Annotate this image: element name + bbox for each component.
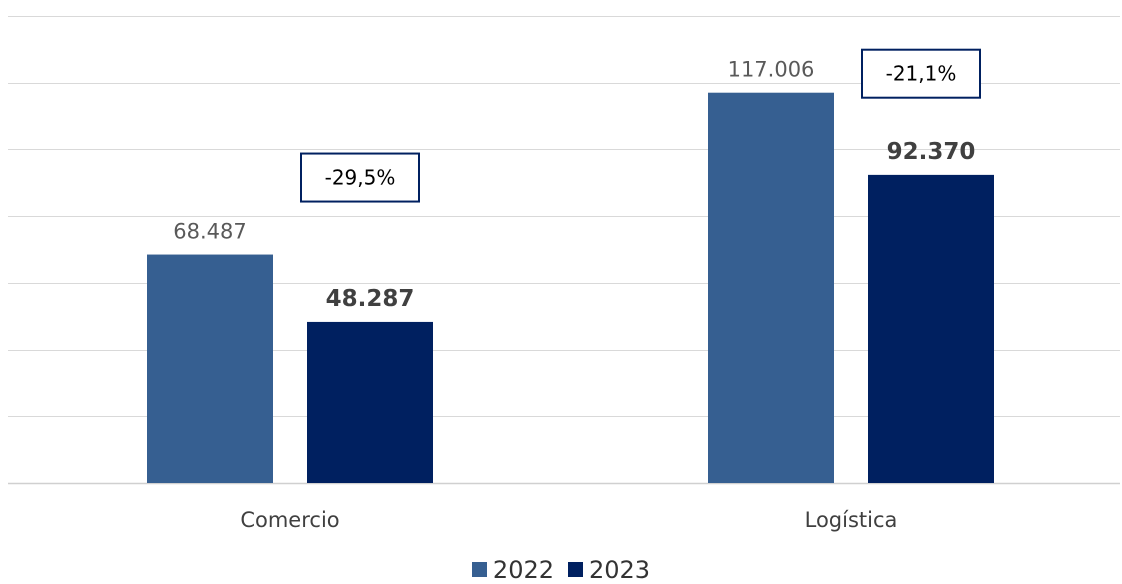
change-annotation-0: -29,5%	[300, 152, 420, 203]
legend-item-2022: 2022	[471, 555, 554, 584]
category-label-0: Comercio	[240, 508, 339, 532]
legend-label-2022: 2022	[492, 555, 554, 584]
bar-2022-1	[708, 92, 834, 483]
chart-plot-area: 68.487 48.287 117.006 92.370 Comercio Logíst…	[8, 16, 1120, 532]
legend-label-2023: 2023	[589, 555, 651, 584]
data-label-2023-0: 48.287	[326, 286, 415, 312]
bars	[147, 92, 994, 483]
data-labels: 68.487 48.287 117.006 92.370	[173, 58, 975, 312]
annotations: -29,5% -21,1%	[300, 48, 981, 203]
bar-2023-1	[868, 174, 994, 483]
bar-2023-0	[307, 321, 433, 483]
legend: 2022 2023	[0, 556, 1122, 583]
category-label-1: Logística	[805, 508, 898, 532]
annotation-text-1: -21,1%	[886, 62, 957, 86]
category-labels: Comercio Logística	[240, 508, 897, 532]
data-label-2022-1: 117.006	[728, 58, 815, 82]
legend-swatch-2023	[568, 562, 583, 577]
data-label-2023-1: 92.370	[887, 139, 976, 165]
annotation-box-0	[300, 152, 420, 203]
legend-swatch-2022	[471, 562, 487, 577]
legend-item-2023: 2023	[568, 558, 650, 582]
annotation-text-0: -29,5%	[325, 166, 396, 190]
annotation-box-1	[861, 48, 981, 99]
change-annotation-1: -21,1%	[861, 48, 981, 99]
bar-2022-0	[147, 254, 273, 483]
data-label-2022-0: 68.487	[173, 220, 246, 244]
